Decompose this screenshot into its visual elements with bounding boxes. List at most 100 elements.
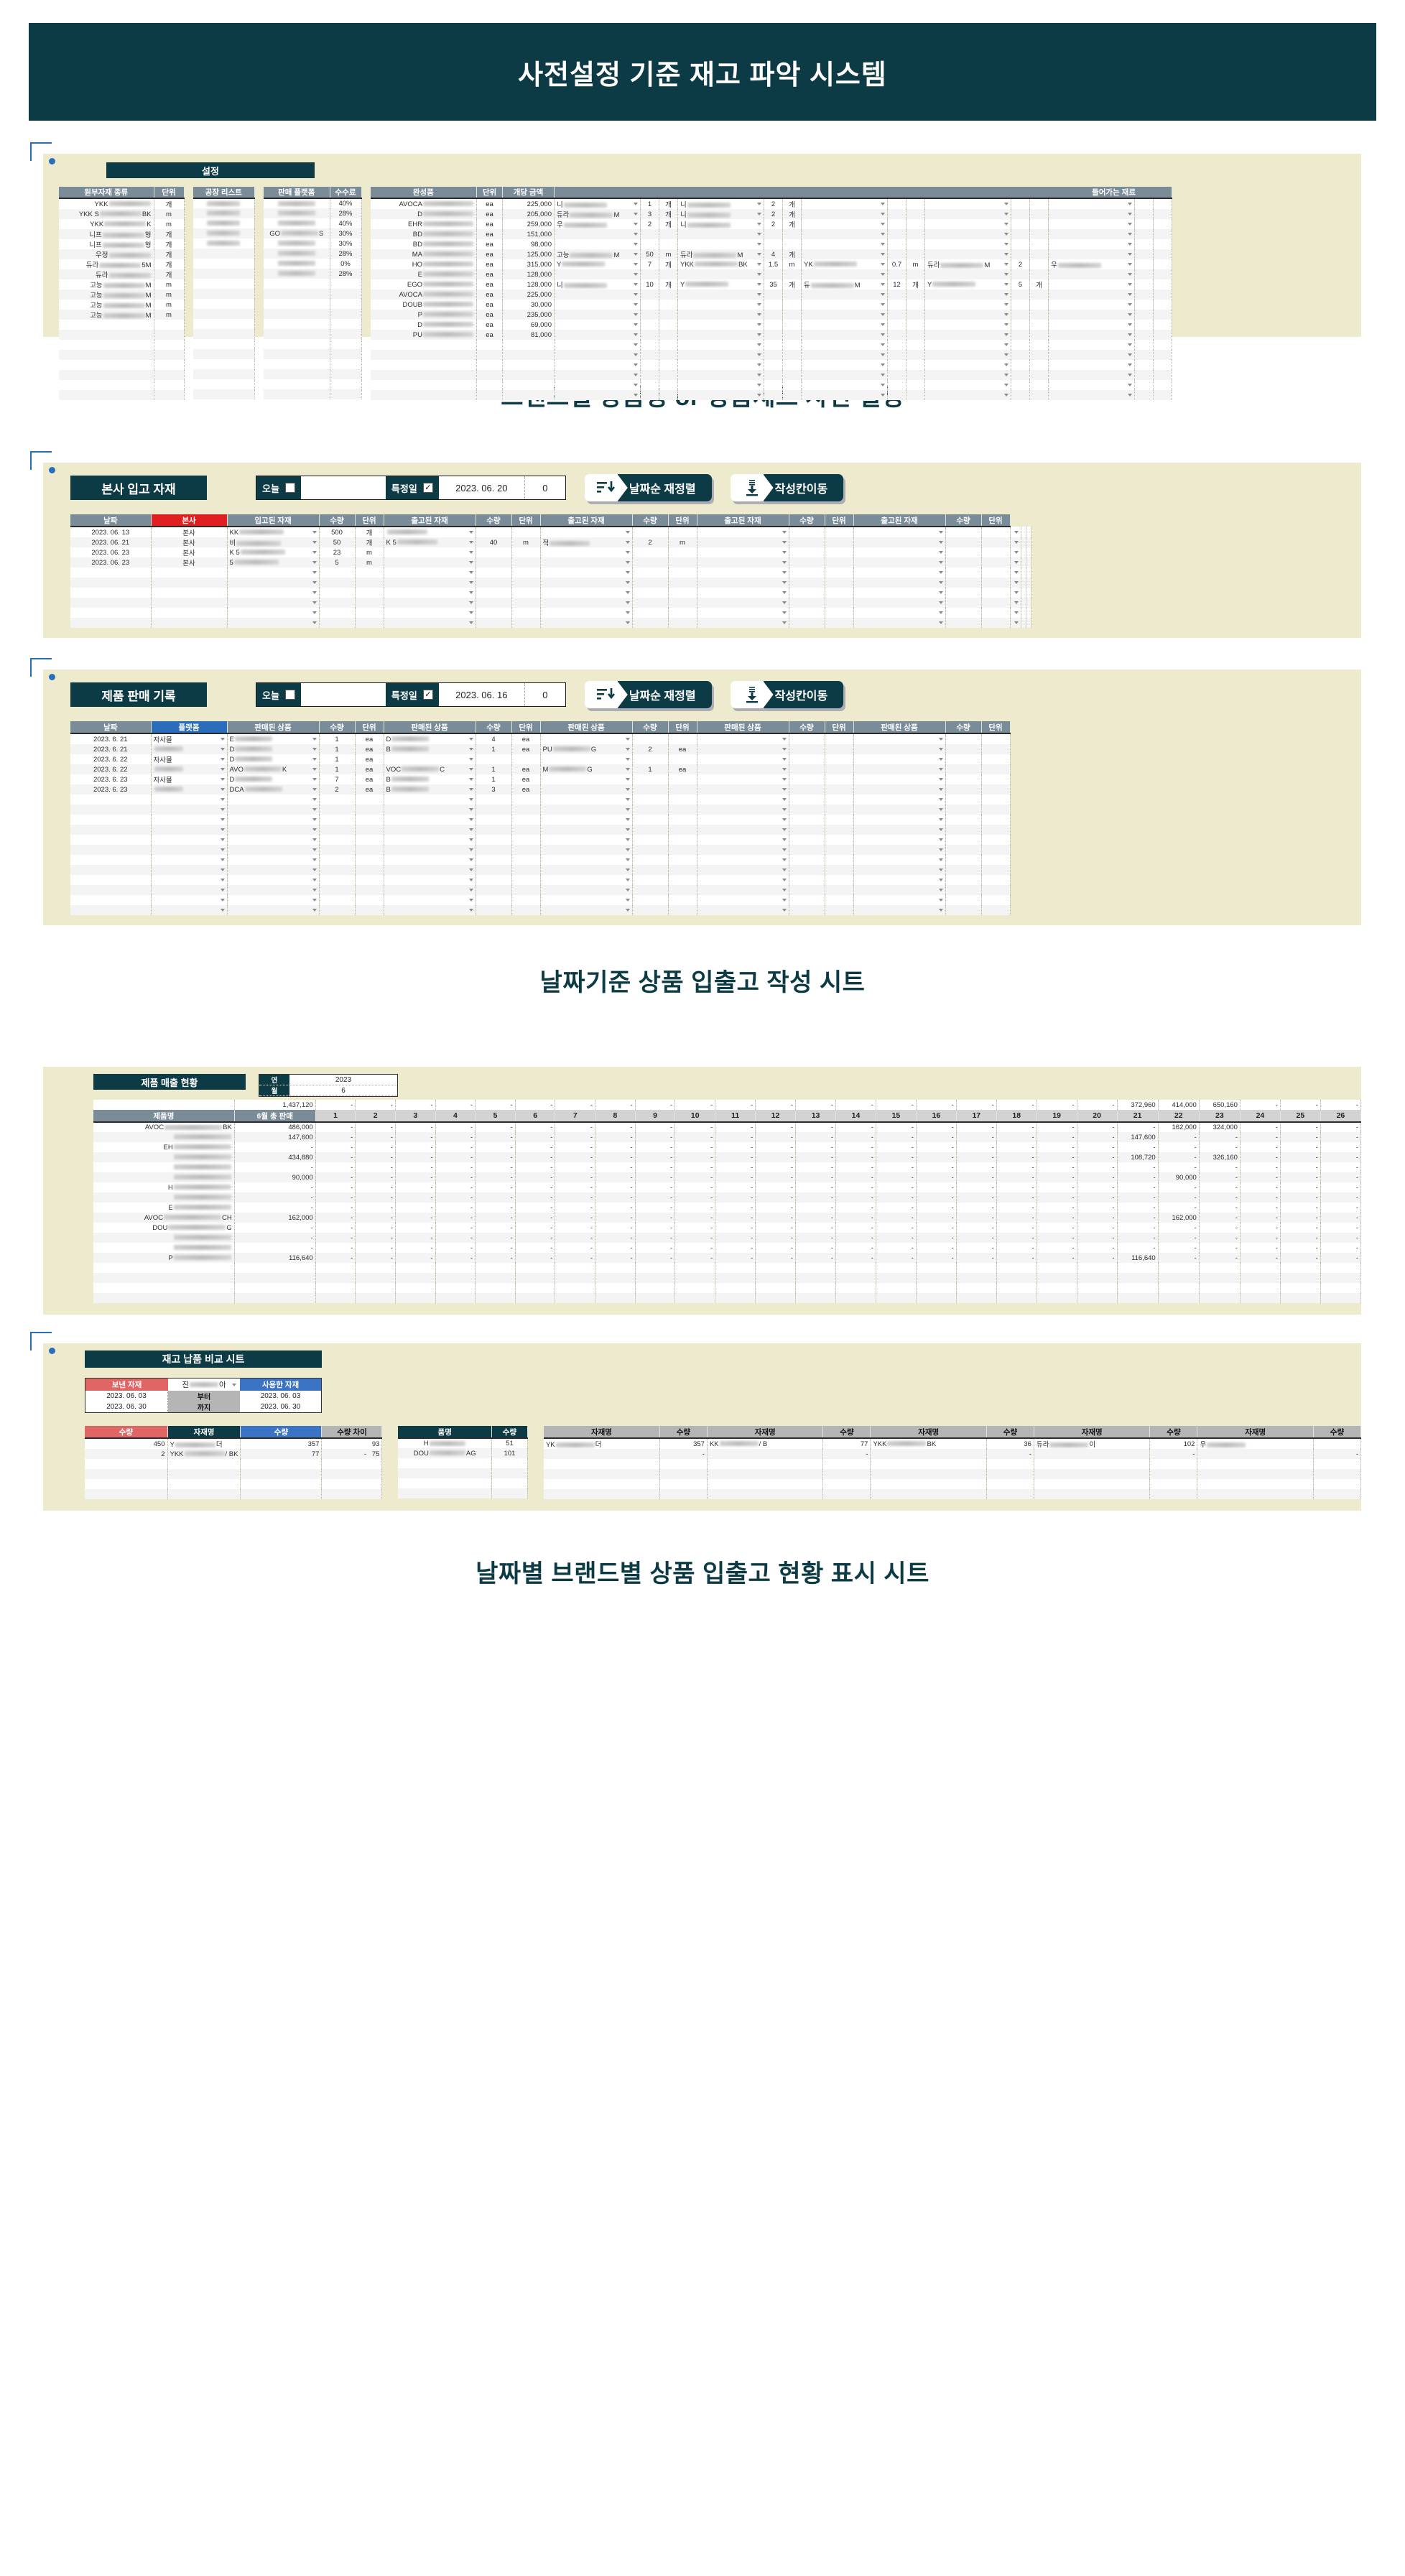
chevron-down-icon[interactable] — [220, 758, 225, 761]
material-name[interactable]: 고능 M — [59, 289, 154, 300]
chevron-down-icon[interactable] — [782, 818, 787, 821]
platform-name[interactable] — [264, 218, 330, 228]
sold-item[interactable]: AVO K — [227, 764, 320, 774]
chevron-down-icon[interactable] — [938, 591, 943, 594]
chevron-down-icon[interactable] — [625, 808, 630, 811]
table-row[interactable]: 147,600- - - - - - - - - - - - - - - - - - - -147,600- - - - - — [93, 1132, 1362, 1142]
platform-fee[interactable]: 28% — [330, 269, 362, 279]
ingredient-name-empty[interactable] — [554, 320, 641, 330]
inbound-unit[interactable]: 개 — [355, 537, 384, 547]
chevron-down-icon[interactable] — [625, 858, 630, 861]
sale-date[interactable]: 2023. 6. 22 — [70, 754, 152, 764]
table-row-empty[interactable] — [59, 320, 185, 330]
chevron-down-icon[interactable] — [312, 798, 317, 801]
chevron-down-icon[interactable] — [1004, 273, 1008, 276]
chevron-down-icon[interactable] — [938, 621, 943, 624]
table-row-empty[interactable] — [193, 269, 255, 279]
product-price[interactable]: 98,000 — [502, 239, 555, 249]
table-row-empty[interactable] — [70, 805, 1011, 815]
chevron-down-icon[interactable] — [757, 333, 761, 336]
chevron-down-icon[interactable] — [468, 818, 473, 821]
ingredient-name-empty[interactable] — [1048, 289, 1135, 300]
ingredient-name[interactable]: 듀라 M — [924, 259, 1011, 269]
chevron-down-icon[interactable] — [625, 868, 630, 871]
ingredient-name-empty[interactable] — [801, 300, 888, 310]
product-unit[interactable]: ea — [476, 239, 503, 249]
sale-platform[interactable]: 자사몰 — [151, 733, 228, 744]
table-row-empty[interactable] — [70, 588, 1031, 598]
outbound-item[interactable] — [384, 527, 476, 537]
chevron-down-icon[interactable] — [468, 561, 473, 564]
chevron-down-icon[interactable] — [1128, 223, 1132, 226]
chevron-down-icon[interactable] — [938, 889, 943, 891]
chevron-down-icon[interactable] — [625, 828, 630, 831]
chevron-down-icon[interactable] — [634, 363, 638, 366]
table-row[interactable]: E ea 128,000 — [370, 269, 1172, 279]
product-unit[interactable]: ea — [476, 310, 503, 320]
chevron-down-icon[interactable] — [312, 601, 317, 604]
sold-unit[interactable]: ea — [511, 774, 541, 784]
table-row[interactable] — [193, 238, 255, 249]
inbound-date[interactable]: 2023. 06. 21 — [70, 537, 152, 547]
sold-item[interactable]: PU G — [540, 744, 633, 754]
chevron-down-icon[interactable] — [757, 293, 761, 296]
sold-item-empty[interactable] — [853, 733, 946, 744]
chevron-down-icon[interactable] — [312, 541, 317, 544]
chevron-down-icon[interactable] — [634, 213, 638, 216]
ingredient-unit[interactable]: m — [906, 259, 925, 269]
chevron-down-icon[interactable] — [1004, 363, 1008, 366]
chevron-down-icon[interactable] — [312, 571, 317, 574]
table-row-empty[interactable] — [70, 815, 1011, 825]
ingredient-qty[interactable]: 7 — [640, 259, 659, 269]
chevron-down-icon[interactable] — [1004, 374, 1008, 376]
ingredient-name-empty[interactable] — [924, 209, 1011, 219]
sold-qty[interactable]: 1 — [319, 733, 356, 744]
ingredient-name-empty[interactable] — [801, 330, 888, 340]
sold-item-empty[interactable] — [853, 754, 946, 764]
chevron-down-icon[interactable] — [782, 551, 787, 554]
inbound-branch[interactable]: 본사 — [151, 557, 228, 567]
chevron-down-icon[interactable] — [468, 748, 473, 751]
sold-unit[interactable]: ea — [355, 764, 384, 774]
table-row-empty[interactable] — [70, 895, 1011, 905]
year-row[interactable]: 연 2023 — [259, 1075, 397, 1085]
specific-filter[interactable]: 특정일 ✓ — [385, 476, 439, 499]
table-row-empty[interactable] — [193, 389, 255, 399]
inbound-item[interactable]: KK — [227, 527, 320, 537]
table-row[interactable]: 2023. 06. 13 본사 KK 500 개 — [70, 527, 1031, 537]
ingredient-name-empty[interactable] — [801, 249, 888, 259]
factory-name[interactable] — [193, 198, 255, 208]
table-row-empty[interactable] — [59, 370, 185, 380]
table-row[interactable]: AVOCA ea 225,000 — [370, 289, 1172, 300]
sale-platform[interactable] — [151, 784, 228, 794]
ingredient-name-empty[interactable] — [1048, 269, 1135, 279]
chevron-down-icon[interactable] — [634, 293, 638, 296]
chevron-down-icon[interactable] — [757, 263, 761, 266]
material-name[interactable]: 고능 M — [59, 279, 154, 289]
chevron-down-icon[interactable] — [881, 323, 885, 326]
ingredient-name[interactable]: YKK BK — [677, 259, 764, 269]
table-row-empty[interactable] — [59, 360, 185, 370]
chevron-down-icon[interactable] — [1128, 343, 1132, 346]
chevron-down-icon[interactable] — [1128, 323, 1132, 326]
chevron-down-icon[interactable] — [938, 748, 943, 751]
platform-fee[interactable]: 30% — [330, 238, 362, 249]
factory-name[interactable] — [193, 218, 255, 228]
ingredient-qty[interactable]: 1 — [640, 198, 659, 209]
sold-item-empty[interactable] — [697, 754, 789, 764]
today-date-value[interactable] — [300, 476, 386, 499]
platform-fee[interactable]: 28% — [330, 208, 362, 218]
table-row[interactable]: 고능 M m — [59, 289, 185, 300]
table-row-empty[interactable] — [70, 905, 1011, 915]
chevron-down-icon[interactable] — [782, 909, 787, 912]
today-date-value[interactable] — [300, 683, 386, 706]
sold-unit[interactable]: ea — [511, 733, 541, 744]
chevron-down-icon[interactable] — [757, 233, 761, 236]
product-name[interactable]: D — [370, 320, 477, 330]
chevron-down-icon[interactable] — [634, 303, 638, 306]
chevron-down-icon[interactable] — [625, 848, 630, 851]
sold-qty[interactable]: 2 — [632, 744, 669, 754]
chevron-down-icon[interactable] — [881, 394, 885, 397]
chevron-down-icon[interactable] — [782, 748, 787, 751]
